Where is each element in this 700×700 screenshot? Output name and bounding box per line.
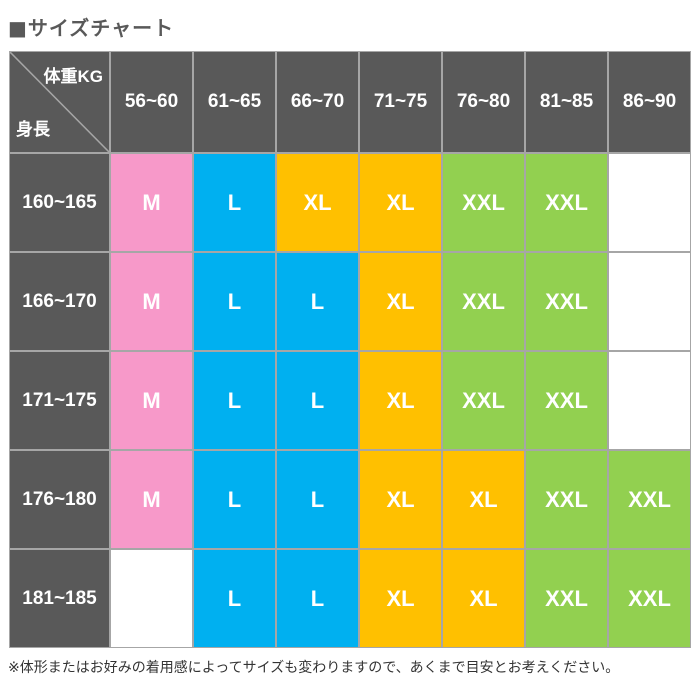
size-cell: XXL [443,352,524,449]
column-header: 66~70 [277,52,358,152]
size-cell: XL [360,154,441,251]
row-header: 181~185 [10,550,109,647]
column-header: 81~85 [526,52,607,152]
size-cell: XL [360,253,441,350]
row-header: 160~165 [10,154,109,251]
size-cell: M [111,451,192,548]
size-cell: L [277,253,358,350]
height-axis-label: 身長 [16,120,50,139]
size-cell [111,550,192,647]
size-cell: L [194,154,275,251]
size-cell: L [277,352,358,449]
size-chart-table: 体重KG 身長 56~60 61~65 66~70 71~75 76~80 81~85 86… [9,51,691,648]
size-cell: XXL [609,550,690,647]
column-header: 71~75 [360,52,441,152]
column-header: 56~60 [111,52,192,152]
size-cell: M [111,253,192,350]
size-cell: XXL [526,253,607,350]
size-cell: XXL [526,550,607,647]
column-header: 61~65 [194,52,275,152]
size-cell: L [277,451,358,548]
size-cell: XL [360,352,441,449]
size-cell: XL [443,451,524,548]
corner-header: 体重KG 身長 [10,52,109,152]
size-cell: XXL [526,352,607,449]
column-header: 86~90 [609,52,690,152]
size-cell: XL [360,550,441,647]
size-cell: XL [277,154,358,251]
size-cell: L [194,253,275,350]
size-cell: L [277,550,358,647]
size-cell: L [194,451,275,548]
size-cell: L [194,550,275,647]
size-cell: M [111,352,192,449]
size-cell: XL [360,451,441,548]
size-cell: L [194,352,275,449]
size-cell [609,352,690,449]
size-cell: XXL [443,253,524,350]
row-header: 171~175 [10,352,109,449]
page-title: ■サイズチャート [8,16,175,40]
size-cell: XXL [609,451,690,548]
row-header: 166~170 [10,253,109,350]
row-header: 176~180 [10,451,109,548]
diagonal-divider [10,52,109,152]
size-cell: XXL [443,154,524,251]
size-cell [609,253,690,350]
footnote: ※体形またはお好みの着用感によってサイズも変わりますので、あくまで目安とお考えく… [8,660,620,676]
size-cell: XXL [526,154,607,251]
size-cell: XXL [526,451,607,548]
column-header: 76~80 [443,52,524,152]
weight-axis-label: 体重KG [43,67,104,86]
size-cell: XL [443,550,524,647]
size-cell [609,154,690,251]
size-cell: M [111,154,192,251]
